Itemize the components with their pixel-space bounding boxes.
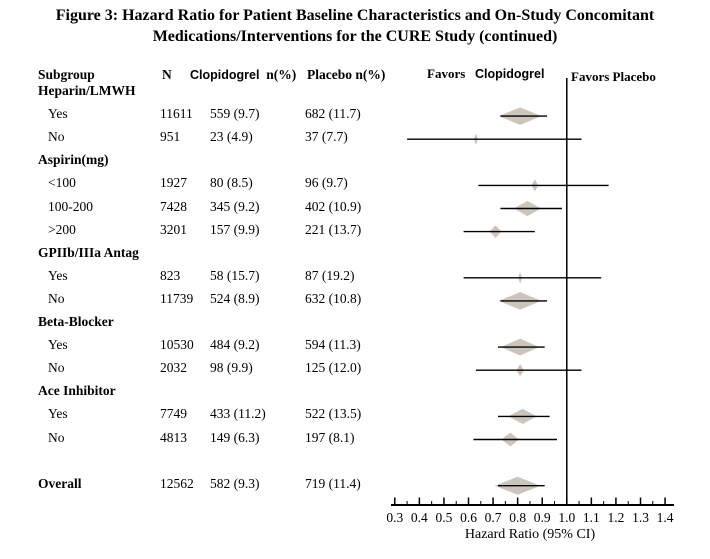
subgroup-item-label: Yes: [48, 406, 68, 422]
placebo-value: 632 (10.8): [305, 290, 362, 306]
n-value: 10530: [160, 337, 194, 353]
figure-title-line2: Medications/Interventions for the CURE S…: [152, 28, 558, 45]
subgroup-item-label: <100: [48, 175, 76, 191]
clopidogrel-value: 58 (15.7): [210, 267, 260, 283]
x-tick-label: 0.8: [509, 510, 526, 525]
x-tick-label: 1.1: [583, 510, 600, 525]
x-tick-label: 1.0: [558, 510, 575, 525]
clopidogrel-value: 345 (9.2): [210, 198, 260, 214]
subgroup-section-label: Ace Inhibitor: [38, 383, 116, 399]
placebo-value: 594 (11.3): [305, 337, 361, 353]
placebo-value: 197 (8.1): [305, 429, 355, 445]
subgroup-item-label: Yes: [48, 106, 68, 122]
clopidogrel-value: 23 (4.9): [210, 129, 253, 145]
placebo-value: 96 (9.7): [305, 175, 348, 191]
x-tick-label: 0.5: [436, 510, 453, 525]
col-header-n: N: [162, 67, 172, 82]
clopidogrel-value: 559 (9.7): [210, 106, 260, 122]
x-tick-label: 1.3: [632, 510, 649, 525]
figure-title: Figure 3: Hazard Ratio for Patient Basel…: [0, 5, 710, 47]
x-tick-label: 0.7: [485, 510, 502, 525]
placebo-value: 719 (11.4): [305, 475, 361, 491]
x-tick-label: 0.9: [534, 510, 551, 525]
overall-label: Overall: [38, 475, 82, 491]
n-value: 7428: [160, 198, 187, 214]
clopidogrel-value: 98 (9.9): [210, 360, 253, 376]
subgroup-section-label: Beta-Blocker: [38, 314, 114, 329]
clopidogrel-value: 149 (6.3): [210, 429, 260, 445]
placebo-value: 37 (7.7): [305, 129, 348, 145]
n-value: 1927: [160, 175, 187, 191]
subgroup-item-label: Yes: [48, 337, 68, 353]
x-tick-label: 1.2: [607, 510, 624, 525]
clopidogrel-value: 484 (9.2): [210, 337, 260, 353]
figure-title-line1: Figure 3: Hazard Ratio for Patient Basel…: [55, 7, 655, 24]
placebo-value: 221 (13.7): [305, 221, 362, 237]
x-tick-label: 0.6: [460, 510, 477, 525]
subgroup-item-label: No: [48, 360, 65, 376]
x-tick-label: 0.3: [386, 510, 403, 525]
clopidogrel-value: 433 (11.2): [210, 406, 266, 422]
col-header-subgroup: Subgroup: [38, 67, 95, 82]
col-header-placebo: Placebo n(%): [307, 67, 386, 82]
clopidogrel-value: 582 (9.3): [210, 475, 260, 491]
x-tick-label: 1.4: [657, 510, 674, 525]
n-value: 11739: [160, 290, 194, 306]
clopidogrel-value: 80 (8.5): [210, 175, 253, 191]
subgroup-item-label: No: [48, 429, 65, 445]
n-value: 3201: [160, 221, 187, 237]
subgroup-section-label: GPIIb/IIIa Antag: [38, 244, 139, 260]
placebo-value: 402 (10.9): [305, 198, 362, 214]
subgroup-section-label: Heparin/LMWH: [38, 83, 136, 98]
n-value: 7749: [160, 406, 187, 422]
x-tick-label: 0.4: [411, 510, 428, 525]
placebo-value: 125 (12.0): [305, 360, 362, 376]
placebo-value: 87 (19.2): [305, 267, 355, 283]
n-value: 2032: [160, 360, 187, 376]
col-header-clopidogrel-unit: n(%): [266, 67, 297, 82]
n-value: 823: [160, 267, 181, 283]
clopidogrel-word: Clopidogrel: [475, 67, 545, 81]
subgroup-item-label: No: [48, 129, 65, 145]
favors-word: Favors: [427, 66, 466, 81]
col-header-clopidogrel-drug: Clopidogrel: [190, 68, 260, 82]
n-value: 4813: [160, 429, 187, 445]
placebo-value: 682 (11.7): [305, 106, 361, 122]
subgroup-item-label: >200: [48, 221, 76, 237]
subgroup-item-label: Yes: [48, 267, 68, 283]
subgroup-section-label: Aspirin(mg): [38, 152, 109, 168]
col-header-clopidogrel: Clopidogrel n(%): [190, 66, 296, 84]
subgroup-item-label: No: [48, 290, 65, 306]
favors-placebo-label: Favors Placebo: [571, 69, 656, 84]
axis-label: Hazard Ratio (95% CI): [464, 527, 596, 542]
placebo-value: 522 (13.5): [305, 406, 362, 422]
n-value: 12562: [160, 475, 194, 491]
clopidogrel-value: 524 (8.9): [210, 290, 260, 306]
clopidogrel-value: 157 (9.9): [210, 221, 260, 237]
favors-clopidogrel-label: Favors Clopidogrel: [427, 66, 544, 82]
subgroup-item-label: 100-200: [48, 198, 93, 214]
n-value: 951: [160, 129, 181, 145]
n-value: 11611: [160, 106, 193, 122]
